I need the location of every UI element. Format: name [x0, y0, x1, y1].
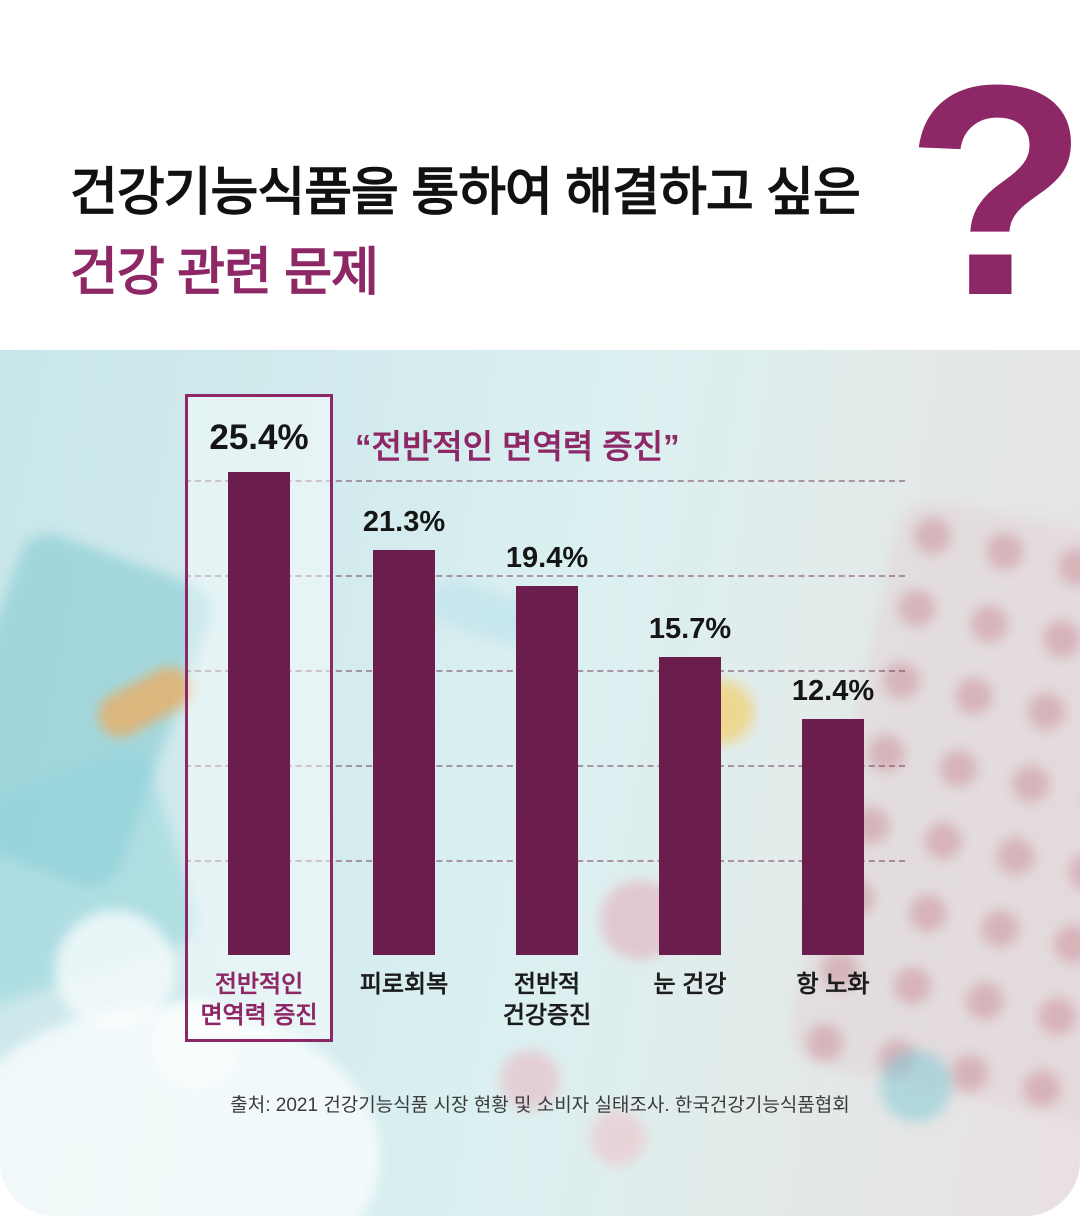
bar-category-label: 전반적 건강증진 — [502, 971, 592, 1030]
bar-value-label: 21.3% — [362, 506, 446, 538]
source-caption: 출처: 2021 건강기능식품 시장 현황 및 소비자 실태조사. 한국건강기능… — [230, 1095, 850, 1116]
decor-shape — [880, 1050, 952, 1122]
page-title-line2: 건강 관련 문제 — [70, 244, 379, 302]
gridline — [185, 480, 905, 482]
bar-category-label: 항 노화 — [796, 971, 870, 998]
bar — [659, 657, 721, 955]
highlight-quote: “전반적인 면역력 증진” — [355, 428, 680, 465]
header: 건강기능식품을 통하여 해결하고 싶은 건강 관련 문제 ? — [0, 0, 1080, 350]
bar-value-label: 15.7% — [648, 613, 732, 645]
bar — [802, 719, 864, 955]
chart-area: “전반적인 면역력 증진” 25.4% 전반적인 면역력 증진 21.3% 피로회복 1… — [0, 350, 1080, 1216]
decor-shape — [590, 1110, 646, 1166]
bar-value-label: 25.4% — [209, 418, 309, 457]
page-title-line1: 건강기능식품을 통하여 해결하고 싶은 — [70, 164, 861, 222]
bar-value-label: 19.4% — [505, 542, 589, 574]
bar-value-label: 12.4% — [791, 675, 875, 707]
bar — [516, 586, 578, 955]
bar — [373, 550, 435, 955]
bar-category-label: 전반적인 면역력 증진 — [200, 971, 318, 1030]
bar-chart: “전반적인 면역력 증진” 25.4% 전반적인 면역력 증진 21.3% 피로회복 1… — [0, 350, 1080, 1216]
decor-shape — [500, 1050, 560, 1110]
bar-category-label: 눈 건강 — [653, 971, 727, 998]
question-mark-icon: ? — [905, 22, 1080, 358]
bar — [228, 472, 290, 955]
bar-category-label: 피로회복 — [359, 971, 449, 998]
gridline — [185, 575, 905, 577]
